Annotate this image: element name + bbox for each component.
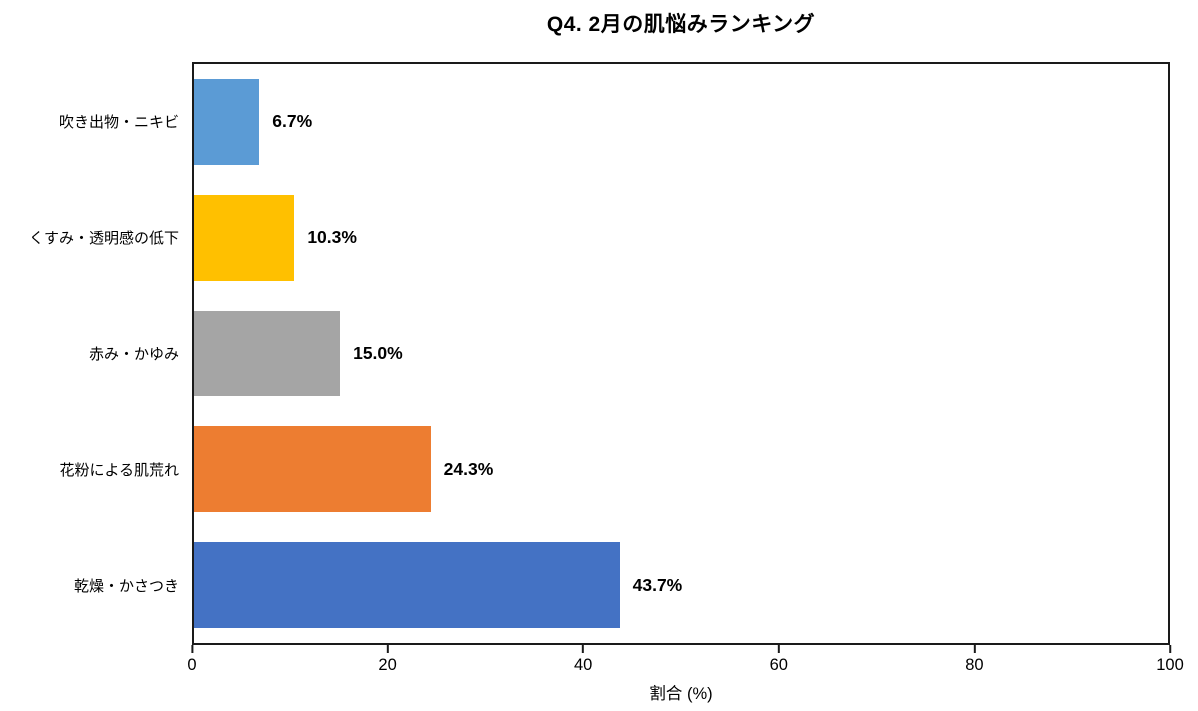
bar-2 [194, 310, 341, 397]
category-label: 吹き出物・ニキビ [58, 114, 179, 132]
bar-0 [194, 79, 260, 165]
category-label: くすみ・透明感の低下 [28, 230, 179, 248]
category-label: 乾燥・かさつき [73, 577, 179, 595]
x-tick: 0 [187, 645, 197, 675]
bar-3 [194, 426, 431, 513]
tick-mark [191, 645, 193, 653]
bar-row: 花粉による肌荒れ 24.3% [59, 411, 1168, 527]
tick-label: 20 [378, 656, 397, 674]
category-label: 花粉による肌荒れ [59, 461, 179, 479]
bar-4 [194, 542, 620, 628]
bar-row: 赤み・かゆみ 15.0% [89, 296, 1168, 412]
tick-mark [582, 645, 585, 653]
x-axis-label: 割合 (%) [649, 685, 713, 703]
bar-row: くすみ・透明感の低下 10.3% [29, 180, 1168, 296]
tick-label: 80 [965, 656, 984, 674]
x-tick: 80 [965, 645, 984, 675]
bar-1 [194, 194, 295, 281]
tick-label: 100 [1156, 656, 1184, 674]
tick-label: 60 [769, 656, 788, 674]
category-label: 赤み・かゆみ [88, 345, 179, 363]
x-axis: 0 20 40 60 80 100 [187, 645, 1184, 677]
value-label: 6.7% [272, 111, 313, 132]
tick-mark [777, 645, 780, 653]
tick-mark [1169, 645, 1171, 653]
bar-row: 吹き出物・ニキビ 6.7% [59, 64, 1168, 180]
x-tick: 60 [770, 645, 788, 675]
x-tick: 20 [378, 645, 397, 675]
x-tick: 100 [1156, 645, 1184, 675]
bar-row: 乾燥・かさつき 43.7% [74, 527, 1168, 643]
value-label: 43.7% [632, 574, 683, 595]
tick-label: 0 [187, 656, 197, 674]
value-label: 24.3% [443, 458, 494, 479]
value-label: 15.0% [353, 342, 403, 363]
value-label: 10.3% [307, 227, 357, 248]
tick-mark [973, 645, 976, 653]
chart-title: Q4. 2月の肌悩みランキング [546, 13, 816, 36]
plot-area: 吹き出物・ニキビ 6.7% くすみ・透明感の低下 10.3% 赤み・かゆみ 15.0% 花粉… [29, 62, 1170, 645]
tick-mark [386, 645, 389, 653]
x-tick: 40 [574, 645, 592, 675]
tick-label: 40 [574, 656, 593, 674]
